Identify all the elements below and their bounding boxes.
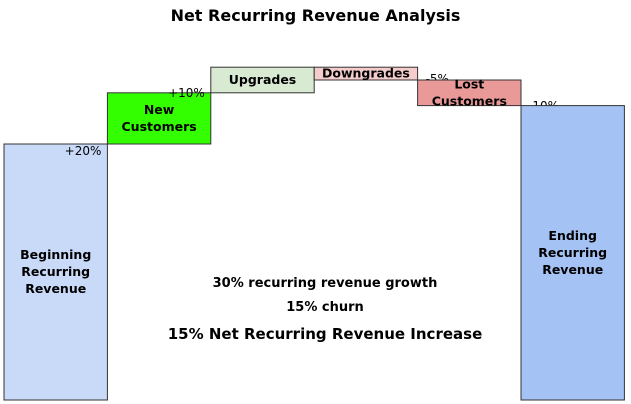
bar-label-new-customers: New Customers [122, 102, 197, 134]
bar-downgrades [313, 66, 419, 81]
bar-label-ending-recurring-revenue: Ending Recurring Revenue [538, 228, 607, 277]
delta-label-upgrades: +10% [168, 86, 205, 100]
bar-new-customers [106, 92, 212, 145]
delta-label-new-customers: +20% [65, 144, 102, 158]
bar-lost-customers [417, 79, 522, 107]
summary-growth: 30% recurring revenue growth [212, 276, 438, 291]
chart-title: Net Recurring Revenue Analysis [170, 6, 461, 25]
bar-label-downgrades: Downgrades [322, 66, 410, 81]
bar-ending-recurring-revenue [520, 105, 625, 401]
bar-label-beginning-recurring-revenue: Beginning Recurring Revenue [20, 247, 91, 296]
summary-net-increase: 15% Net Recurring Revenue Increase [167, 325, 483, 343]
bar-beginning-recurring-revenue [3, 143, 108, 401]
summary-churn: 15% churn [286, 300, 364, 315]
bar-label-upgrades: Upgrades [229, 72, 297, 87]
bar-label-lost-customers: Lost Customers [432, 76, 507, 108]
bar-upgrades [210, 66, 315, 94]
